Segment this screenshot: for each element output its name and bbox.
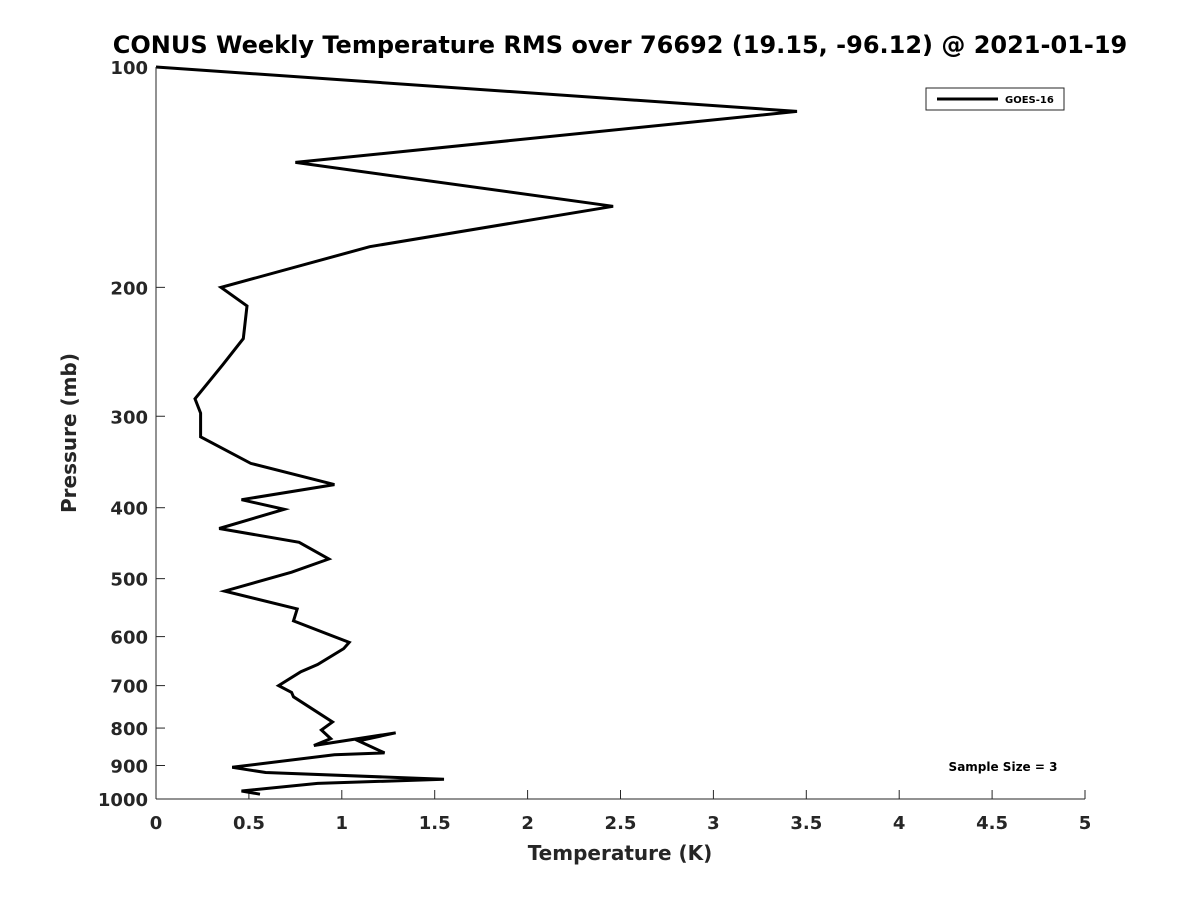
y-tick-label: 500 (110, 570, 148, 591)
series-layer (155, 65, 798, 796)
legend-label: GOES-16 (1005, 95, 1054, 106)
chart-title: CONUS Weekly Temperature RMS over 76692 … (113, 31, 1127, 59)
legend: GOES-16 (925, 87, 1065, 111)
plot-area (156, 67, 1085, 799)
y-axis-label: Pressure (mb) (57, 353, 81, 513)
y-tick-label: 600 (110, 628, 148, 649)
x-tick-label: 4.5 (976, 813, 1008, 834)
series-line-goes-16 (155, 65, 798, 796)
x-axis-label: Temperature (K) (528, 841, 713, 865)
y-tick-label: 400 (110, 499, 148, 520)
ticks: 0 0.5 1 1.5 2 2.5 3 3.5 4 4.5 5 100 200 300 400 500 600 7… (98, 58, 1091, 834)
x-tick-label: 2 (521, 813, 534, 834)
x-tick-label: 0 (150, 813, 163, 834)
y-tick-label: 1000 (98, 790, 148, 811)
x-tick-label: 1.5 (419, 813, 451, 834)
x-tick-label: 1 (336, 813, 349, 834)
y-tick-label: 100 (110, 58, 148, 79)
x-tick-label: 3.5 (790, 813, 822, 834)
x-tick-label: 0.5 (233, 813, 265, 834)
y-tick-label: 700 (110, 677, 148, 698)
x-tick-label: 2.5 (605, 813, 637, 834)
sample-size-annotation: Sample Size = 3 (949, 760, 1058, 774)
x-tick-label: 5 (1079, 813, 1092, 834)
x-tick-label: 4 (893, 813, 906, 834)
y-tick-label: 900 (110, 757, 148, 778)
y-tick-label: 200 (110, 278, 148, 299)
x-tick-label: 3 (707, 813, 720, 834)
y-tick-label: 300 (110, 407, 148, 428)
y-tick-label: 800 (110, 719, 148, 740)
